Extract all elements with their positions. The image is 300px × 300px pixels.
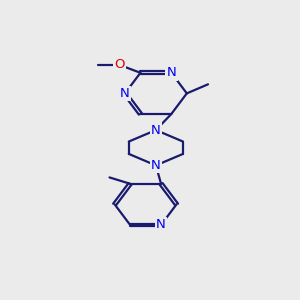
Text: N: N xyxy=(167,66,176,79)
Text: O: O xyxy=(114,58,124,71)
Text: N: N xyxy=(151,159,161,172)
Text: N: N xyxy=(156,218,166,232)
Text: N: N xyxy=(120,87,130,100)
Text: N: N xyxy=(151,124,161,136)
